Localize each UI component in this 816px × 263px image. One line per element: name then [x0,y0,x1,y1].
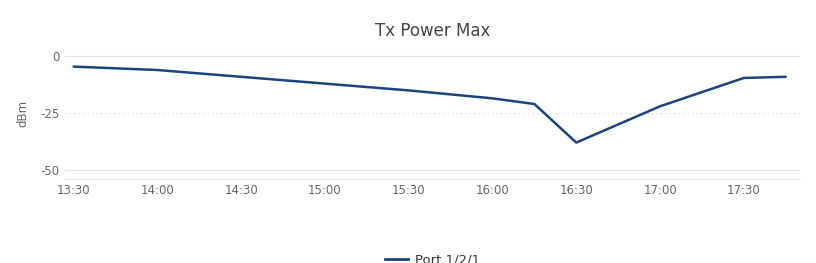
Legend: Port 1/2/1: Port 1/2/1 [379,249,486,263]
Y-axis label: dBm: dBm [16,99,29,127]
Title: Tx Power Max: Tx Power Max [375,22,490,40]
